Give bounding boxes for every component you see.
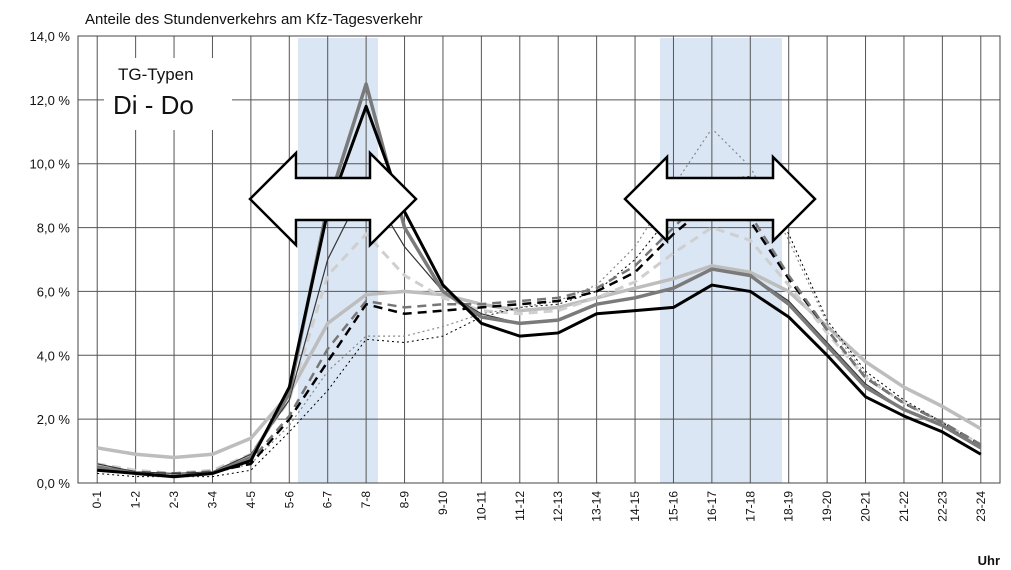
series-line: [96, 82, 982, 479]
x-tick-label: 11-12: [513, 491, 527, 521]
x-tick-label: 12-13: [551, 491, 565, 522]
series-line: [96, 264, 982, 460]
y-tick-label: 10,0 %: [30, 157, 71, 172]
double-arrow: [248, 149, 418, 249]
x-tick-label: 16-17: [705, 491, 719, 522]
x-tick-label: 13-14: [590, 491, 604, 522]
x-tick-label: 20-21: [859, 491, 873, 522]
series-line: [97, 175, 982, 478]
x-tick-label: 7-8: [359, 491, 373, 509]
x-tick-label: 23-24: [974, 491, 988, 522]
x-tick-label: 22-23: [935, 491, 949, 522]
series-line: [97, 104, 982, 479]
double-arrow: [623, 153, 817, 245]
series-line: [97, 200, 982, 475]
series-line: [97, 188, 982, 475]
annotation-box: [104, 58, 232, 130]
annotation: Di - Do: [113, 90, 194, 120]
x-axis-label: Uhr: [978, 553, 1000, 568]
series-line: [96, 226, 982, 475]
x-tick-label: 14-15: [628, 491, 642, 522]
x-tick-label: 21-22: [897, 491, 911, 522]
arrows: [248, 149, 817, 249]
y-tick-label: 0,0 %: [37, 476, 71, 491]
x-tick-label: 6-7: [321, 491, 335, 509]
x-tick-label: 18-19: [782, 491, 796, 522]
y-tick-label: 12,0 %: [30, 93, 71, 108]
x-tick-label: 19-20: [820, 491, 834, 522]
x-tick-label: 8-9: [398, 491, 412, 509]
chart-title: Anteile des Stundenverkehrs am Kfz-Tages…: [85, 11, 423, 28]
y-tick-label: 6,0 %: [37, 284, 71, 299]
x-tick-label: 10-11: [474, 491, 488, 521]
x-tick-label: 15-16: [666, 491, 680, 522]
annotation: TG-Typen: [118, 65, 194, 84]
evening-highlight: [660, 38, 782, 483]
x-tick-label: 5-6: [282, 491, 296, 509]
series-line: [97, 182, 982, 475]
plot-frame: [77, 35, 1001, 484]
y-tick-label: 2,0 %: [37, 412, 71, 427]
x-tick-label: 2-3: [167, 491, 181, 509]
y-tick-label: 14,0 %: [30, 29, 71, 44]
series-line: [97, 127, 982, 478]
x-tick-label: 4-5: [244, 491, 258, 509]
y-tick-label: 8,0 %: [37, 221, 71, 236]
x-tick-label: 17-18: [743, 491, 757, 522]
x-tick-label: 9-10: [436, 491, 450, 515]
x-tick-label: 3-4: [205, 491, 219, 509]
x-tick-label: 1-2: [129, 491, 143, 509]
x-tick-label: 0-1: [90, 491, 104, 509]
y-tick-label: 4,0 %: [37, 348, 71, 363]
